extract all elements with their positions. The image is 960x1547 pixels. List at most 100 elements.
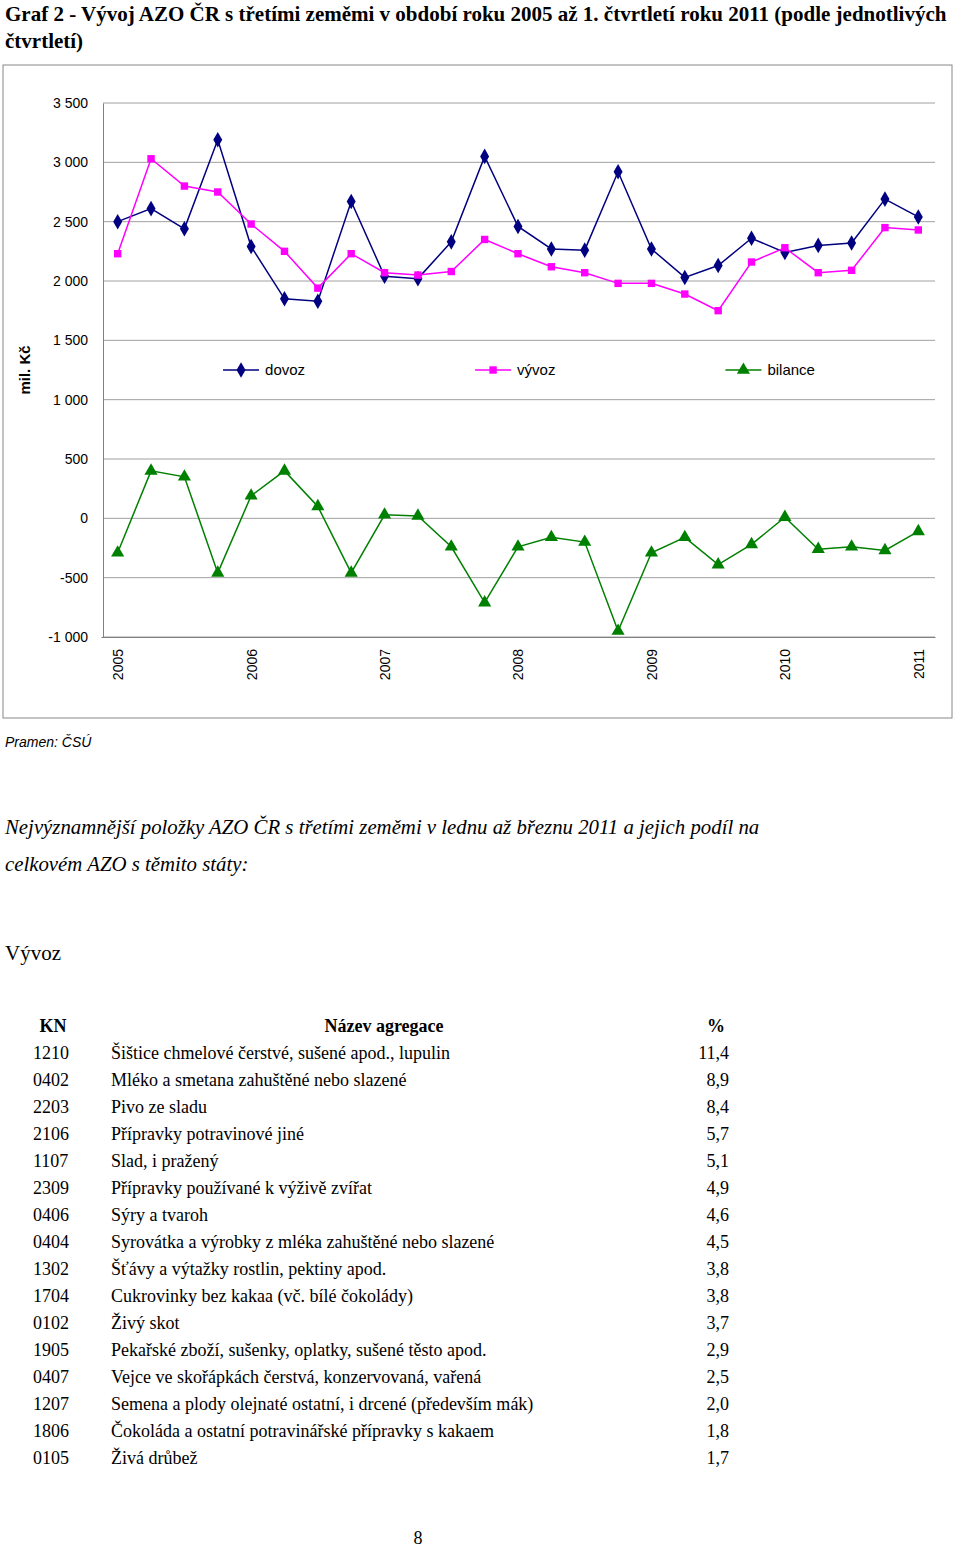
table-header: %	[707, 1016, 725, 1036]
data-point	[278, 463, 291, 474]
table-cell: 5,7	[707, 1124, 730, 1144]
data-point	[714, 258, 723, 274]
data-point	[147, 201, 156, 217]
table-cell: 3,8	[707, 1259, 730, 1279]
page-canvas: -1 000-50005001 0001 5002 0002 5003 0003…	[0, 0, 960, 1547]
x-axis: 2005200620072008200920102011	[102, 637, 936, 680]
table-cell: Pivo ze sladu	[111, 1097, 207, 1117]
data-point	[780, 245, 789, 261]
data-point	[912, 524, 925, 535]
data-point	[480, 149, 489, 165]
table-cell: Pekařské zboží, sušenky, oplatky, sušené…	[111, 1340, 487, 1360]
x-tick: 2006	[244, 637, 260, 680]
data-point	[545, 530, 558, 541]
table-cell: 2,0	[707, 1394, 730, 1414]
table-cell: 1,7	[707, 1448, 730, 1468]
y-tick: -500	[60, 570, 103, 586]
table-cell: 0407	[33, 1367, 69, 1387]
y-tick: 2 500	[53, 214, 103, 230]
data-point	[847, 235, 856, 251]
table-cell: Živá drůbež	[111, 1447, 197, 1468]
y-axis-title: mil. Kč	[16, 345, 33, 394]
table-cell: Šištice chmelové čerstvé, sušené apod., …	[111, 1042, 450, 1063]
table-cell: Syrovátka a výrobky z mléka zahuštěné ne…	[111, 1232, 494, 1252]
data-point	[681, 290, 688, 297]
table-cell: 1704	[33, 1286, 69, 1306]
tick-label: 3 500	[53, 95, 88, 111]
table-cell: 4,9	[707, 1178, 730, 1198]
table-cell: 2106	[33, 1124, 69, 1144]
data-point	[514, 250, 521, 257]
table-cell: 0402	[33, 1070, 69, 1090]
axis-line	[102, 637, 936, 638]
table-row: 1704Cukrovinky bez kakaa (vč. bílé čokol…	[33, 1286, 729, 1307]
y-tick: 3 000	[53, 154, 103, 170]
table-row: 1806Čokoláda a ostatní potravinářské pří…	[33, 1420, 729, 1441]
data-point	[881, 224, 888, 231]
legend-label: vývoz	[517, 361, 555, 378]
grid-line	[103, 577, 935, 578]
table-cell: 2,9	[707, 1340, 730, 1360]
series-line	[118, 159, 919, 311]
grid-line	[103, 459, 935, 460]
legend-marker	[737, 362, 750, 373]
data-point	[880, 191, 889, 207]
table-row: 2309Přípravky používané k výživě zvířat4…	[33, 1178, 729, 1198]
data-point	[147, 155, 154, 162]
table-cell: Přípravky používané k výživě zvířat	[111, 1178, 372, 1198]
data-point	[645, 545, 658, 556]
data-point	[411, 508, 424, 519]
legend-item: dovoz	[223, 361, 305, 378]
data-point	[511, 539, 524, 550]
data-point	[214, 188, 221, 195]
table-cell: 1107	[33, 1151, 68, 1171]
table-row: 1210Šištice chmelové čerstvé, sušené apo…	[33, 1042, 729, 1063]
tick-label: 1 500	[53, 332, 88, 348]
y-tick: 1 500	[53, 332, 103, 348]
table-cell: 0102	[33, 1313, 69, 1333]
data-point	[848, 267, 855, 274]
table-cell: 1905	[33, 1340, 69, 1360]
x-tick: 2009	[644, 637, 660, 680]
data-point	[313, 293, 322, 309]
table-row: 1207Semena a plody olejnaté ostatní, i d…	[33, 1394, 729, 1415]
tick-label: 2010	[777, 649, 793, 680]
data-point	[581, 269, 588, 276]
data-point	[213, 132, 222, 148]
table-cell: Mléko a smetana zahuštěné nebo slazené	[111, 1070, 406, 1090]
tick-label: 0	[80, 510, 88, 526]
data-point	[281, 248, 288, 255]
data-point	[414, 271, 421, 278]
table-cell: Vejce ve skořápkách čerstvá, konzervovan…	[111, 1367, 481, 1387]
tick-label: 2006	[244, 649, 260, 680]
table-row: 1107Slad, i pražený5,1	[33, 1151, 729, 1171]
table-row: 0404 Syrovátka a výrobky z mléka zahuštěn…	[33, 1232, 729, 1252]
table-row: 1905 Pekařské zboží, sušenky, oplatky, su…	[33, 1340, 729, 1360]
data-point	[247, 239, 256, 255]
data-point	[211, 565, 224, 576]
table-cell: 11,4	[698, 1043, 729, 1063]
heading-line: Nejvýznamnější položky AZO ČR s třetími …	[4, 815, 759, 839]
table-cell: 4,5	[707, 1232, 730, 1252]
data-point	[548, 263, 555, 270]
data-point	[614, 280, 621, 287]
table-header: Název agregace	[324, 1016, 443, 1036]
table-cell: 0404	[33, 1232, 69, 1252]
data-point	[481, 236, 488, 243]
table-cell: Přípravky potravinové jiné	[111, 1124, 304, 1144]
data-point	[478, 595, 491, 606]
grid	[103, 103, 935, 637]
table-cell: 4,6	[707, 1205, 730, 1225]
tick-label: 2 500	[53, 214, 88, 230]
tick-label: -500	[60, 570, 88, 586]
data-point	[878, 543, 891, 554]
tick-label: 500	[65, 451, 89, 467]
legend-marker	[237, 362, 246, 378]
page: {"chart_data": { "type": "line", "title"…	[0, 0, 960, 1547]
data-point	[747, 230, 756, 246]
x-tick: 2010	[777, 637, 793, 680]
table-cell: Semena a plody olejnaté ostatní, i drcen…	[111, 1394, 533, 1415]
data-point	[678, 530, 691, 541]
data-point	[647, 241, 656, 257]
heading-line: celkovém AZO s těmito státy:	[5, 852, 248, 876]
